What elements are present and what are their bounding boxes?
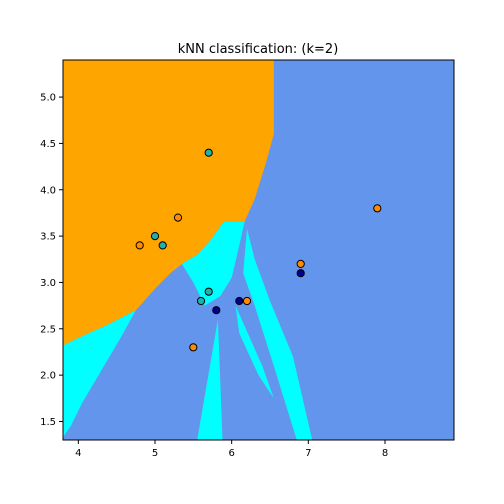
x-tick-label: 4 <box>75 448 81 459</box>
y-tick-label: 1.5 <box>40 417 56 428</box>
x-tick-label: 8 <box>382 448 388 459</box>
data-point-series0-4 <box>297 260 304 267</box>
chart-title: kNN classification: (k=2) <box>178 42 339 57</box>
data-point-series0-3 <box>243 297 250 304</box>
data-point-series1-4 <box>197 297 204 304</box>
y-tick-label: 3.0 <box>40 278 56 289</box>
y-tick-label: 5.0 <box>40 93 56 104</box>
data-point-series1-2 <box>205 149 212 156</box>
y-tick-label: 4.0 <box>40 185 56 196</box>
decision-regions <box>63 60 454 440</box>
y-tick-label: 2.0 <box>40 371 56 382</box>
data-point-series2-0 <box>213 307 220 314</box>
y-tick-label: 2.5 <box>40 324 56 335</box>
data-point-series1-3 <box>205 288 212 295</box>
data-point-series0-1 <box>174 214 181 221</box>
x-axis: 4 5 6 7 8 <box>75 440 388 459</box>
y-axis: 1.5 2.0 2.5 3.0 3.5 4.0 4.5 5.0 <box>40 93 63 428</box>
y-tick-label: 3.5 <box>40 232 56 243</box>
x-tick-label: 7 <box>305 448 311 459</box>
y-tick-label: 4.5 <box>40 139 56 150</box>
data-point-series0-2 <box>190 344 197 351</box>
data-point-series1-1 <box>159 242 166 249</box>
x-tick-label: 6 <box>228 448 234 459</box>
data-point-series2-1 <box>236 297 243 304</box>
data-point-series0-5 <box>374 205 381 212</box>
x-tick-label: 5 <box>152 448 158 459</box>
data-point-series1-0 <box>151 233 158 240</box>
data-point-series2-2 <box>297 270 304 277</box>
data-point-series0-0 <box>136 242 143 249</box>
